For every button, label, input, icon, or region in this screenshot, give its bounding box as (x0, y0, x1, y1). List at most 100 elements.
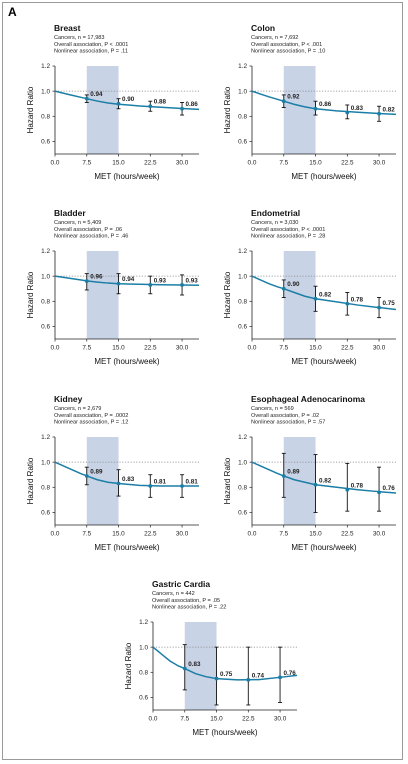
x-axis-label: MET (hours/week) (94, 172, 160, 181)
shaded-band (283, 66, 316, 154)
x-tick-label: 15.0 (309, 160, 322, 167)
chart-subtitle-line: Cancers, n = 2,679 (54, 406, 101, 412)
data-label: 0.93 (154, 277, 167, 284)
x-axis-label: MET (hours/week) (291, 172, 357, 181)
y-tick-label: 0.8 (41, 484, 50, 491)
y-tick-label: 1.0 (238, 88, 247, 95)
chart-subtitle-line: Overall association, P = .06 (54, 227, 122, 233)
y-tick-label: 0.8 (238, 113, 247, 120)
data-label: 0.74 (252, 672, 265, 679)
y-tick-label: 0.6 (139, 695, 148, 702)
y-axis-label: Hazard Ratio (26, 271, 35, 318)
x-tick-label: 0.0 (248, 160, 257, 167)
x-tick-label: 15.0 (309, 531, 322, 538)
y-tick-label: 0.6 (41, 510, 50, 517)
chart-subtitle-line: Nonlinear association, P = .46 (54, 234, 128, 240)
fitted-curve (152, 646, 298, 681)
data-point (180, 106, 184, 111)
x-tick-label: 0.0 (51, 531, 60, 538)
data-point (281, 99, 286, 104)
x-tick-label: 30.0 (373, 345, 386, 352)
data-label: 0.83 (351, 105, 364, 112)
y-tick-label: 1.2 (238, 434, 247, 441)
y-tick-label: 0.6 (41, 324, 50, 331)
chart-title: Bladder (54, 208, 86, 218)
data-point (148, 283, 153, 287)
x-tick-label: 0.0 (248, 345, 257, 352)
data-point (377, 111, 381, 116)
data-label: 0.82 (319, 477, 332, 484)
chart-title: Endometrial (251, 208, 300, 218)
y-axis-label: Hazard Ratio (223, 86, 232, 133)
shaded-band (86, 251, 119, 339)
data-label: 0.96 (90, 274, 103, 281)
y-tick-label: 0.8 (238, 484, 247, 491)
y-tick-label: 1.2 (139, 619, 148, 626)
chart-subtitle-line: Overall association, P = .05 (152, 598, 220, 604)
chart-title: Gastric Cardia (152, 579, 210, 589)
x-tick-label: 22.5 (341, 531, 354, 538)
data-point (84, 279, 89, 284)
chart-subtitle-line: Cancers, n = 5,409 (54, 220, 101, 226)
x-axis-label: MET (hours/week) (94, 357, 160, 366)
y-tick-label: 0.6 (238, 324, 247, 331)
x-tick-label: 7.5 (82, 531, 91, 538)
x-tick-label: 22.5 (341, 160, 354, 167)
data-label: 0.81 (186, 479, 199, 486)
x-tick-label: 22.5 (144, 160, 157, 167)
x-tick-label: 0.0 (248, 531, 257, 538)
y-tick-label: 0.6 (238, 510, 247, 517)
chart-subtitle-line: Nonlinear association, P = .12 (54, 420, 128, 426)
data-point (180, 283, 184, 287)
chart-title: Colon (251, 23, 275, 33)
x-tick-label: 22.5 (144, 531, 157, 538)
y-tick-label: 1.2 (41, 248, 50, 255)
data-point (313, 296, 318, 301)
chart-subtitle-line: Overall association, P = .02 (251, 413, 319, 419)
y-axis-label: Hazard Ratio (223, 271, 232, 318)
chart-title: Kidney (54, 394, 83, 404)
data-label: 0.75 (383, 300, 396, 307)
x-axis-label: MET (hours/week) (94, 543, 160, 552)
data-label: 0.83 (122, 476, 135, 483)
data-label: 0.94 (122, 276, 135, 283)
y-tick-label: 1.2 (41, 63, 50, 70)
chart-subtitle-line: Nonlinear association, P = .10 (251, 49, 325, 55)
chart-subtitle-line: Nonlinear association, P = .57 (251, 420, 325, 426)
data-point (313, 106, 318, 111)
data-label: 0.89 (287, 468, 300, 475)
x-tick-label: 22.5 (341, 345, 354, 352)
chart-subtitle-line: Cancers, n = 17,983 (54, 35, 105, 41)
data-point (180, 484, 184, 488)
data-point (345, 301, 350, 306)
data-point (182, 666, 187, 671)
data-point (214, 676, 219, 681)
data-point (148, 104, 153, 109)
data-point (281, 286, 286, 291)
data-point (246, 677, 251, 682)
y-tick-label: 1.0 (238, 273, 247, 280)
data-point (313, 482, 318, 487)
data-label: 0.89 (90, 468, 103, 475)
chart-subtitle-line: Nonlinear association, P = .22 (152, 605, 226, 611)
data-point (84, 96, 89, 101)
data-point (278, 675, 282, 680)
data-point (116, 281, 121, 286)
y-axis-label: Hazard Ratio (26, 457, 35, 504)
y-tick-label: 1.2 (41, 434, 50, 441)
data-point (116, 481, 121, 486)
y-tick-label: 0.8 (41, 113, 50, 120)
x-tick-label: 0.0 (51, 160, 60, 167)
panel-letter: A (8, 5, 17, 19)
data-point (345, 110, 350, 115)
x-tick-label: 7.5 (82, 160, 91, 167)
chart-panel-5: Esophageal Adenocarinoma Cancers, n = 569… (223, 394, 397, 552)
x-tick-label: 7.5 (180, 716, 189, 723)
x-tick-label: 15.0 (112, 531, 125, 538)
y-tick-label: 0.8 (139, 669, 148, 676)
x-axis-label: MET (hours/week) (291, 357, 357, 366)
